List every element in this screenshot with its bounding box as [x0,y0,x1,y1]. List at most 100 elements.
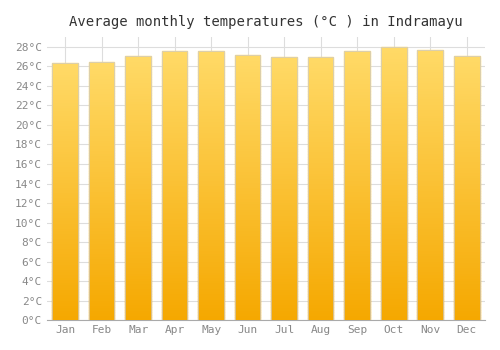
Bar [381,233,406,236]
Bar [126,270,151,273]
Bar [52,166,78,169]
Bar [308,194,334,196]
Bar [418,290,443,293]
Bar [418,166,443,169]
Bar [52,279,78,282]
Bar [52,92,78,94]
Bar [52,243,78,246]
Bar [418,288,443,290]
Bar [235,206,260,209]
Bar [89,178,114,181]
Bar [308,114,334,117]
Bar [89,302,114,305]
Bar [381,153,406,156]
Bar [235,78,260,81]
Bar [235,230,260,232]
Bar [162,264,188,266]
Bar [162,67,188,70]
Bar [198,207,224,210]
Bar [381,156,406,159]
Bar [162,153,188,156]
Bar [126,90,151,93]
Bar [454,64,479,66]
Bar [381,164,406,167]
Bar [198,239,224,242]
Bar [308,286,334,288]
Bar [89,130,114,132]
Bar [126,164,151,167]
Bar [418,98,443,101]
Bar [89,297,114,300]
Bar [381,96,406,99]
Bar [344,234,370,237]
Bar [308,64,334,67]
Bar [126,188,151,190]
Bar [272,136,297,138]
Bar [344,75,370,78]
Bar [198,70,224,72]
Bar [381,249,406,252]
Bar [198,296,224,299]
Bar [52,228,78,230]
Bar [235,302,260,304]
Bar [344,59,370,62]
Bar [308,188,334,191]
Bar [418,277,443,280]
Bar [308,57,334,320]
Bar [418,299,443,301]
Bar [89,225,114,228]
Bar [344,129,370,132]
Bar [198,67,224,70]
Bar [198,301,224,304]
Bar [418,96,443,98]
Bar [162,54,188,56]
Bar [454,304,479,307]
Bar [89,251,114,253]
Bar [235,76,260,78]
Bar [381,266,406,268]
Bar [235,182,260,185]
Bar [89,228,114,230]
Bar [89,109,114,111]
Bar [198,188,224,191]
Bar [344,70,370,72]
Bar [272,70,297,72]
Bar [52,79,78,82]
Bar [162,266,188,269]
Bar [235,142,260,145]
Bar [344,212,370,215]
Bar [381,175,406,178]
Bar [418,242,443,244]
Bar [126,315,151,317]
Bar [418,177,443,180]
Bar [418,182,443,185]
Bar [198,99,224,102]
Bar [454,114,479,117]
Bar [235,251,260,254]
Bar [235,150,260,153]
Bar [162,51,188,320]
Bar [418,153,443,155]
Bar [126,69,151,71]
Bar [272,59,297,62]
Bar [308,107,334,109]
Bar [381,301,406,304]
Bar [381,254,406,257]
Bar [418,231,443,234]
Bar [344,245,370,247]
Bar [235,257,260,259]
Bar [454,79,479,82]
Bar [235,209,260,211]
Bar [344,204,370,207]
Bar [89,212,114,215]
Bar [381,244,406,246]
Bar [381,148,406,151]
Bar [418,196,443,198]
Bar [89,93,114,96]
Bar [344,256,370,258]
Bar [52,223,78,225]
Bar [235,89,260,92]
Bar [344,215,370,218]
Bar [198,204,224,207]
Bar [126,228,151,230]
